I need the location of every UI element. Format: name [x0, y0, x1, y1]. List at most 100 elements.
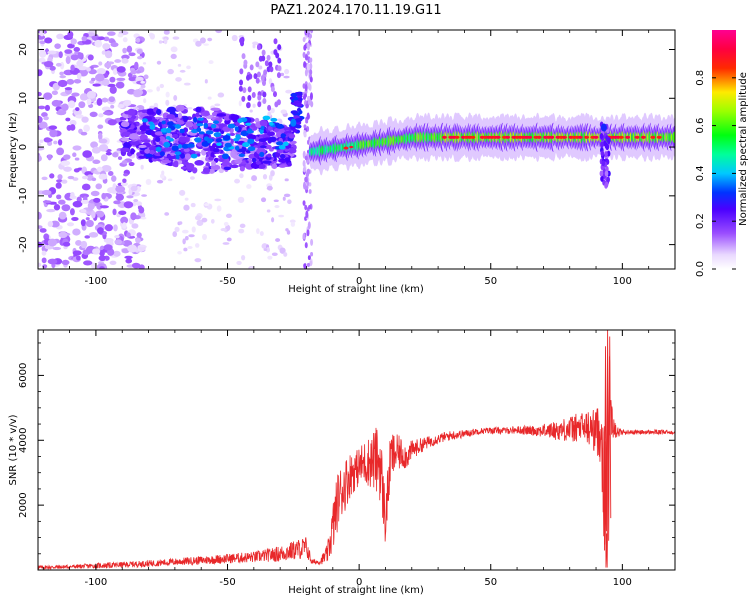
spectrogram-cell	[262, 91, 267, 98]
spectrogram-cell	[234, 159, 243, 164]
spectrogram-cell	[165, 135, 171, 140]
spectrogram-cell	[179, 69, 186, 73]
spectrogram-cell	[237, 118, 243, 124]
spectrogram-cell	[259, 151, 265, 158]
spectrogram-cell	[39, 139, 44, 143]
spectrogram-cell	[634, 135, 640, 139]
spectrogram-cell	[298, 110, 303, 115]
spectrogram-cell	[270, 117, 278, 122]
spectrogram-cell	[304, 204, 308, 211]
spectrogram-cell	[195, 106, 202, 113]
spectrogram-cell	[166, 106, 177, 113]
spectrogram-cell	[98, 61, 103, 66]
spectrogram-cell	[246, 130, 255, 134]
spectrogram-cell	[38, 116, 43, 124]
spectrogram-cell	[584, 135, 590, 139]
spectrogram-y-tick-label: 10	[18, 92, 29, 105]
spectrogram-cell	[126, 195, 134, 199]
spectrogram-cell	[135, 70, 142, 74]
spectrogram-cell	[177, 112, 183, 119]
spectrogram-cell	[52, 246, 62, 251]
spectrogram-cell	[41, 176, 48, 181]
spectrogram-cell	[290, 221, 296, 227]
spectrogram-y-tick-label: -20	[18, 236, 29, 252]
spectrogram-cell	[156, 108, 162, 116]
spectrogram-cell	[304, 69, 308, 77]
spectrogram-cell	[226, 237, 232, 242]
colorbar-tick-label: 0.6	[695, 118, 706, 134]
spectrogram-cell	[255, 61, 260, 68]
spectrogram-cell	[145, 178, 152, 185]
spectrogram-cell	[127, 108, 136, 116]
spectrogram-cell	[126, 45, 133, 53]
spectrogram-cell	[280, 133, 286, 139]
spectrogram-cell	[161, 159, 172, 164]
spectrogram-cell	[191, 129, 198, 134]
spectrogram-cell	[242, 142, 250, 148]
colorbar-tick-label: 0.4	[695, 165, 706, 181]
spectrogram-cell	[104, 224, 113, 232]
spectrogram-cell	[304, 30, 308, 36]
spectrogram-cell	[91, 146, 101, 154]
spectrogram-cell	[280, 109, 288, 114]
spectrogram-cell	[38, 69, 43, 77]
spectrogram-cell	[93, 197, 101, 203]
spectrogram-cell	[97, 36, 105, 41]
spectrogram-cell	[100, 154, 108, 162]
spectrogram-cell	[306, 50, 310, 56]
spectrogram-cell	[527, 135, 533, 139]
spectrogram-cell	[278, 164, 287, 168]
snr-x-tick-label: 0	[356, 577, 362, 588]
spectrogram-cell	[289, 219, 296, 223]
spectrogram-cell	[80, 199, 90, 204]
spectrogram-cell	[216, 142, 222, 147]
spectrogram-cell	[308, 33, 312, 39]
spectrogram-cell	[130, 148, 135, 155]
spectrogram-cell	[201, 141, 210, 147]
spectrogram-cell	[91, 177, 97, 182]
spectrogram-cell	[213, 132, 222, 138]
spectrogram-cell	[302, 159, 306, 168]
spectrogram-cell	[261, 55, 266, 62]
spectrogram-cell	[187, 106, 193, 110]
spectrogram-cell	[239, 79, 244, 86]
spectrogram-cell	[114, 235, 120, 239]
spectrogram-frame	[37, 29, 676, 270]
spectrogram-cell	[275, 238, 281, 242]
spectrogram-cell	[258, 65, 263, 70]
spectrogram-cell	[172, 133, 179, 139]
spectrogram-cell	[204, 203, 210, 207]
spectrogram-cell	[103, 36, 110, 42]
spectrogram-cell	[306, 262, 310, 268]
spectrogram-cell	[54, 43, 61, 49]
spectrogram-cell	[59, 75, 67, 79]
spectrogram-cell	[266, 54, 271, 61]
spectrogram-cell	[53, 140, 58, 145]
spectrogram-cell	[604, 151, 608, 158]
spectrogram-cell	[190, 202, 196, 208]
spectrogram-cell	[78, 101, 86, 109]
spectrogram-cell	[134, 61, 139, 70]
spectrogram-cell	[296, 91, 304, 96]
spectrogram-cell	[283, 193, 291, 198]
spectrogram-cell	[116, 66, 126, 73]
spectrogram-cell	[43, 61, 54, 68]
spectrogram-cell	[112, 68, 118, 75]
spectrogram-cell	[309, 260, 313, 267]
spectrogram-cell	[305, 118, 309, 124]
spectrogram-cell	[38, 154, 42, 162]
spectrogram-cell	[266, 131, 275, 137]
spectrogram-cell	[56, 110, 67, 116]
spectrogram-cell	[302, 233, 306, 240]
spectrogram-cell	[148, 121, 154, 125]
spectrogram-cell	[67, 175, 75, 180]
spectrogram-cell	[650, 135, 656, 139]
spectrogram-x-tick-label: 0	[356, 276, 362, 287]
spectrogram-cell	[270, 86, 275, 93]
spectrogram-cell	[115, 81, 125, 89]
spectrogram-cell	[101, 50, 106, 55]
snr-x-tick-label: 100	[613, 577, 632, 588]
spectrogram-cell	[267, 111, 272, 117]
spectrogram-cell	[278, 144, 286, 150]
spectrogram-cell	[185, 121, 194, 128]
